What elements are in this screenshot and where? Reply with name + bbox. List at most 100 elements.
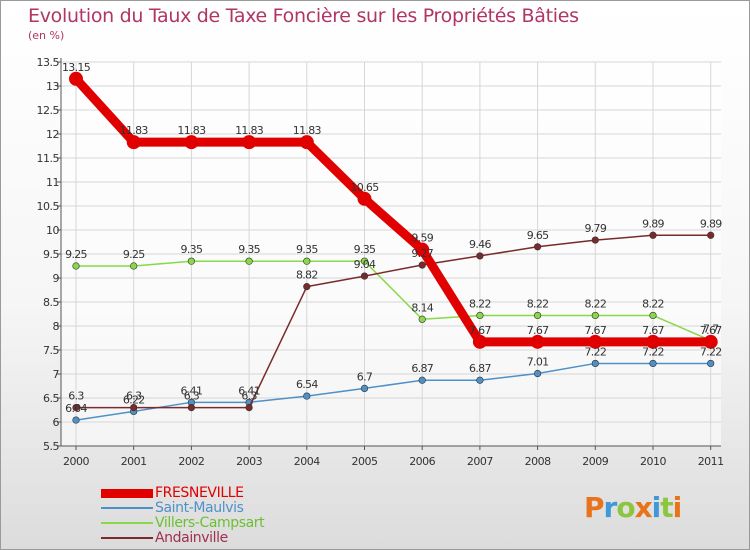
data-label-villers-campsart: 8.22: [642, 297, 664, 310]
logo-letter: i: [651, 491, 662, 524]
data-point-villers-campsart: [303, 257, 311, 265]
y-tick-label: 7.5: [43, 344, 59, 357]
data-label-villers-campsart: 8.14: [411, 301, 433, 314]
data-label-villers-campsart: 7.7: [703, 322, 719, 335]
y-tick-label: 9: [53, 272, 60, 285]
legend-label-villers-campsart: Villers-Campsart: [155, 515, 265, 531]
data-point-saint-maulvis: [418, 376, 426, 384]
y-tick-label: 8: [53, 320, 60, 333]
data-point-villers-campsart: [187, 257, 195, 265]
y-tick-label: 13: [46, 80, 59, 93]
data-point-villers-campsart: [649, 311, 657, 320]
logo-letter: r: [603, 491, 618, 524]
x-tick-label: 2000: [63, 455, 89, 468]
data-point-villers-campsart: [533, 311, 542, 320]
data-point-saint-maulvis: [649, 359, 657, 368]
data-label-fresneville: 11.83: [120, 124, 149, 137]
y-tick-label: 9.5: [43, 248, 59, 261]
data-label-saint-maulvis: 7.22: [642, 345, 664, 358]
legend-label-fresneville: FRESNEVILLE: [155, 485, 244, 501]
data-point-andainville: [303, 283, 311, 291]
data-point-saint-maulvis: [360, 384, 369, 393]
data-point-andainville: [187, 404, 195, 412]
legend-swatch-fresneville: [101, 488, 153, 498]
data-label-villers-campsart: 8.22: [469, 297, 491, 310]
y-axis-unit: (en %): [28, 29, 65, 42]
data-point-andainville: [418, 261, 426, 269]
y-tick-label: 6: [53, 416, 60, 429]
data-point-saint-maulvis: [476, 376, 484, 384]
x-tick-label: 2005: [352, 455, 378, 468]
x-tick-label: 2011: [698, 455, 724, 468]
data-point-villers-campsart: [418, 315, 426, 323]
data-label-villers-campsart: 9.35: [296, 243, 318, 256]
data-point-saint-maulvis: [72, 416, 80, 424]
data-label-fresneville: 11.83: [293, 124, 322, 137]
data-point-andainville: [649, 231, 657, 239]
y-tick-label: 10: [46, 224, 59, 237]
logo-letter: x: [634, 491, 653, 524]
y-tick-label: 10.5: [37, 200, 60, 213]
data-label-fresneville: 7.67: [584, 324, 606, 337]
data-point-villers-campsart: [72, 262, 80, 270]
x-tick-label: 2003: [236, 455, 262, 468]
data-label-andainville: 8.82: [296, 269, 318, 282]
data-point-fresneville: [126, 135, 141, 150]
data-point-villers-campsart: [360, 257, 369, 265]
y-tick-label: 6.5: [43, 392, 59, 405]
data-label-villers-campsart: 9.25: [65, 248, 87, 261]
logo-letter: o: [616, 491, 635, 524]
data-point-fresneville: [299, 135, 314, 150]
y-tick-label: 12.5: [37, 104, 60, 117]
data-label-saint-maulvis: 6.87: [411, 362, 433, 375]
data-label-saint-maulvis: 7.22: [700, 345, 722, 358]
proxiti-logo: Proxiti: [584, 491, 682, 524]
data-label-fresneville: 11.83: [235, 124, 264, 137]
data-label-saint-maulvis: 6.87: [469, 362, 491, 375]
legend-label-andainville: Andainville: [155, 530, 228, 546]
legend-label-saint-maulvis: Saint-Maulvis: [155, 500, 244, 516]
data-label-saint-maulvis: 7.22: [584, 345, 606, 358]
data-point-andainville: [476, 252, 484, 260]
legend-swatch-andainville: [101, 537, 153, 539]
data-point-fresneville: [646, 334, 660, 349]
data-label-andainville: 6.3: [241, 390, 257, 403]
data-point-fresneville: [242, 135, 257, 150]
y-tick-label: 11: [46, 176, 59, 189]
data-label-fresneville: 11.83: [177, 124, 206, 137]
series-line-andainville: [75, 234, 712, 409]
y-tick-label: 7: [53, 368, 60, 381]
data-label-fresneville: 7.67: [469, 324, 491, 337]
x-tick-label: 2007: [467, 455, 493, 468]
data-point-fresneville: [472, 334, 487, 349]
legend-item-villers-campsart: Villers-Campsart: [101, 515, 265, 531]
y-tick-label: 8.5: [43, 296, 59, 309]
data-point-fresneville: [184, 135, 199, 150]
data-label-andainville: 9.04: [354, 258, 376, 271]
y-tick-label: 11.5: [37, 152, 60, 165]
data-label-andainville: 9.89: [700, 217, 722, 230]
data-label-saint-maulvis: 6.54: [296, 378, 318, 391]
data-point-fresneville: [357, 191, 372, 206]
data-label-andainville: 6.3: [68, 390, 84, 403]
data-point-fresneville: [588, 334, 603, 349]
x-tick-label: 2010: [640, 455, 666, 468]
chart-title: Evolution du Taux de Taxe Foncière sur l…: [28, 5, 579, 27]
data-label-villers-campsart: 8.22: [584, 297, 606, 310]
data-label-villers-campsart: 9.35: [181, 243, 203, 256]
x-tick-label: 2002: [178, 455, 204, 468]
data-label-andainville: 9.65: [527, 229, 549, 242]
data-point-villers-campsart: [130, 262, 138, 270]
data-label-andainville: 9.46: [469, 238, 491, 251]
logo-letter: P: [584, 491, 605, 524]
data-label-villers-campsart: 9.25: [123, 248, 145, 261]
data-point-saint-maulvis: [303, 392, 311, 400]
data-point-fresneville: [415, 242, 430, 257]
data-point-andainville: [360, 272, 369, 280]
data-point-saint-maulvis: [533, 369, 542, 378]
data-label-andainville: 9.27: [411, 247, 433, 260]
series-line-villers-campsart: [75, 260, 712, 342]
data-label-fresneville: 7.67: [642, 324, 664, 337]
